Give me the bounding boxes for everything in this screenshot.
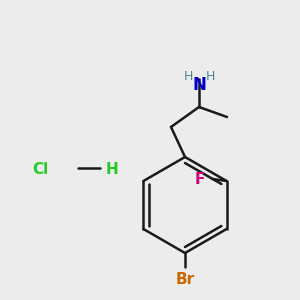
Text: N: N — [192, 76, 206, 94]
Text: F: F — [194, 172, 205, 188]
Text: Br: Br — [176, 272, 195, 287]
Text: H: H — [205, 70, 215, 83]
Text: H: H — [183, 70, 193, 83]
Text: H: H — [106, 161, 118, 176]
Text: Cl: Cl — [32, 161, 48, 176]
